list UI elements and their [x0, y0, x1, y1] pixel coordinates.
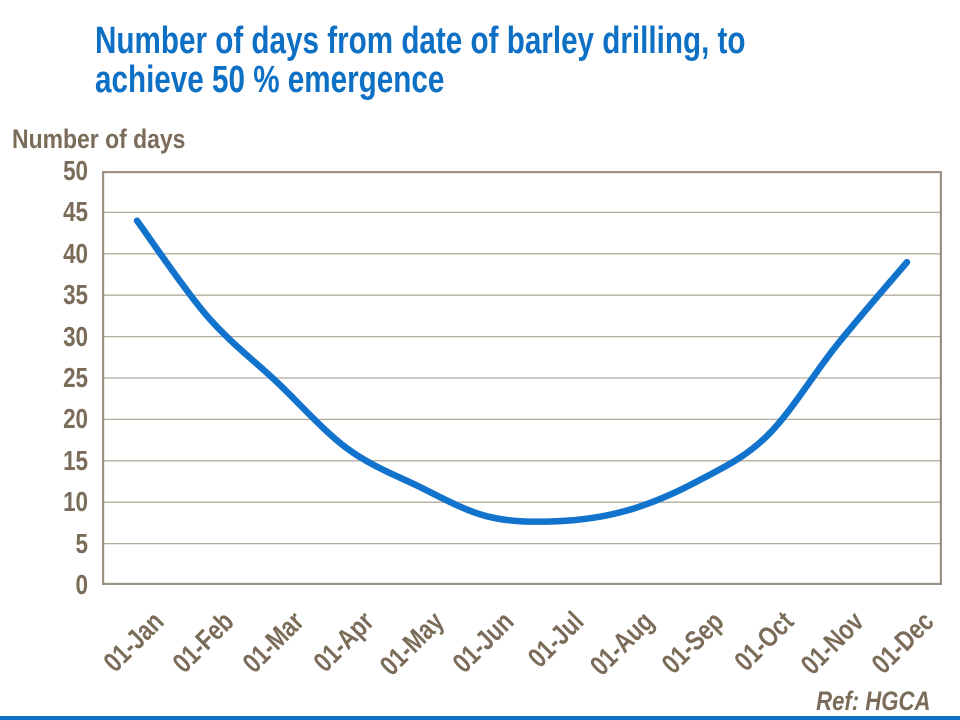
y-axis-tick-label: 0: [75, 569, 88, 600]
y-axis-tick-label: 40: [63, 238, 88, 269]
y-axis-tick-label: 10: [63, 486, 88, 517]
y-axis-tick-label: 35: [63, 279, 88, 310]
emergence-curve: [133, 217, 911, 525]
y-axis-tick-label: 20: [63, 403, 88, 434]
y-axis-tick-label: 30: [63, 321, 88, 352]
plot-border: [102, 171, 942, 585]
y-axis-tick-label: 25: [63, 362, 88, 393]
y-axis-tick-label: 50: [63, 155, 88, 186]
y-axis-title: Number of days: [12, 124, 186, 154]
chart-title: Number of days from date of barley drill…: [95, 20, 746, 101]
y-axis-tick-label: 5: [75, 528, 88, 559]
y-axis-tick-label: 15: [63, 445, 88, 476]
reference-note: Ref: HGCA: [815, 686, 930, 716]
y-axis-tick-label: 45: [63, 196, 88, 227]
line-chart-svg: [102, 171, 942, 585]
bottom-accent-bar: [0, 716, 960, 720]
plot-area: [102, 171, 942, 585]
